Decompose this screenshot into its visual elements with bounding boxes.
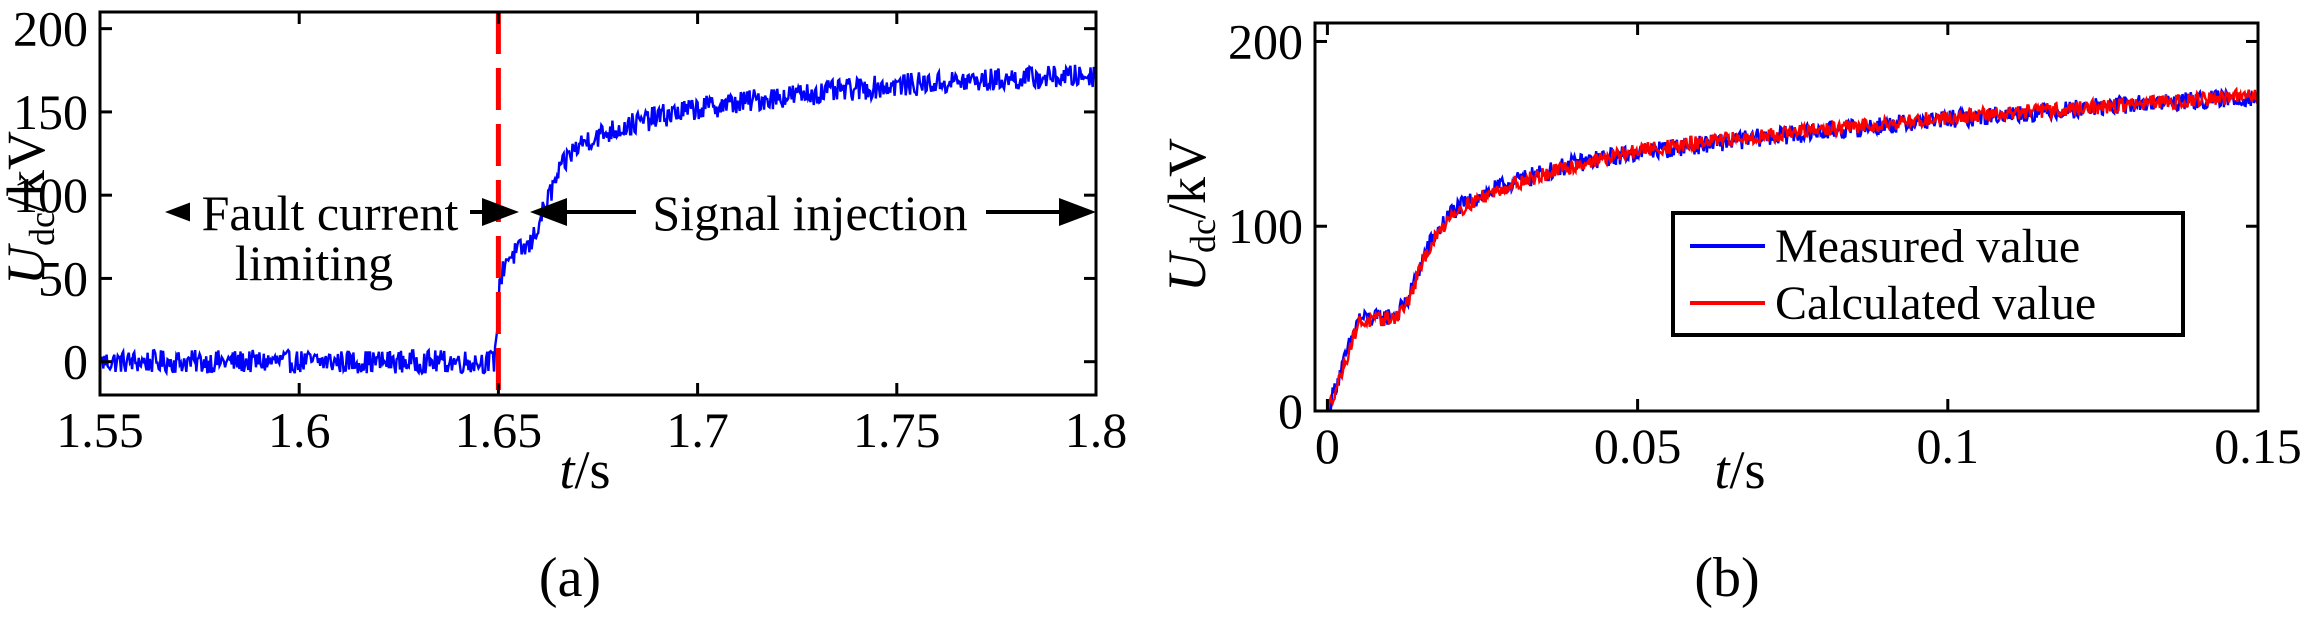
chart-b-xtick-label: 0.15 xyxy=(2214,418,2302,474)
chart-b-panel-label: (b) xyxy=(1694,547,1759,609)
chart-a-annotation-bg2 xyxy=(636,184,986,240)
chart-b-frame xyxy=(1313,21,2260,413)
chart-a-annotation-bg xyxy=(190,184,470,240)
chart-a-ytick-label: 150 xyxy=(13,84,88,140)
chart-b-series-line-1 xyxy=(1326,86,2260,412)
chart-b-legend-label-measured: Measured value xyxy=(1775,220,2080,273)
chart-a-ytick-label: 100 xyxy=(13,167,88,223)
chart-a-xtick-label: 1.6 xyxy=(268,402,331,458)
chart-a-axes: 1.55 1.6 1.65 1.7 1.75 1.8 0 50 100 150 200 xyxy=(13,1,1127,458)
chart-a-panel-label: (a) xyxy=(539,547,601,609)
chart-b-xtick-label: 0.1 xyxy=(1917,418,1980,474)
chart-a-xlabel: t/s xyxy=(559,440,610,500)
chart-a-annotation-fault-line1: Fault current xyxy=(202,185,459,241)
chart-b: 0 0.05 0.1 0.15 0 100 200 Measured value Calcu… xyxy=(1157,13,2302,609)
chart-b-series xyxy=(1326,86,2260,412)
chart-b-ytick-label: 200 xyxy=(1228,13,1303,69)
chart-a-xtick-label: 1.65 xyxy=(455,402,543,458)
chart-a: Fault current limiting Signal injection … xyxy=(0,1,1127,609)
chart-b-axes: 0 0.05 0.1 0.15 0 100 200 xyxy=(1228,13,2302,474)
chart-b-legend-box xyxy=(1671,211,2185,337)
chart-b-ytick-label: 0 xyxy=(1278,383,1303,439)
chart-a-series xyxy=(99,63,1098,377)
chart-a-series-line-0 xyxy=(99,63,1098,377)
chart-a-xtick-label: 1.8 xyxy=(1065,402,1128,458)
chart-a-xtick-label: 1.55 xyxy=(56,402,144,458)
chart-b-xtick-label: 0.05 xyxy=(1594,418,1682,474)
chart-a-frame xyxy=(98,10,1098,397)
chart-a-ytick-label: 50 xyxy=(38,250,88,306)
chart-a-annotation-signal: Signal injection xyxy=(652,185,967,241)
chart-a-annotation-fault-line2: limiting xyxy=(235,235,393,291)
chart-b-ytick-label: 100 xyxy=(1228,198,1303,254)
chart-b-xtick-label: 0 xyxy=(1315,418,1340,474)
chart-b-legend-label-calculated: Calculated value xyxy=(1775,277,2096,330)
chart-a-ytick-label: 200 xyxy=(13,1,88,57)
chart-a-ytick-label: 0 xyxy=(63,334,88,390)
chart-a-xtick-label: 1.7 xyxy=(666,402,729,458)
chart-b-xlabel: t/s xyxy=(1714,440,1765,500)
chart-b-ylabel: Udc/kV xyxy=(1157,138,1223,292)
chart-a-xtick-label: 1.75 xyxy=(853,402,941,458)
chart-a-ylabel: Udc/kV xyxy=(0,131,62,285)
chart-b-legend: Measured value Calculated value xyxy=(1671,211,2185,337)
